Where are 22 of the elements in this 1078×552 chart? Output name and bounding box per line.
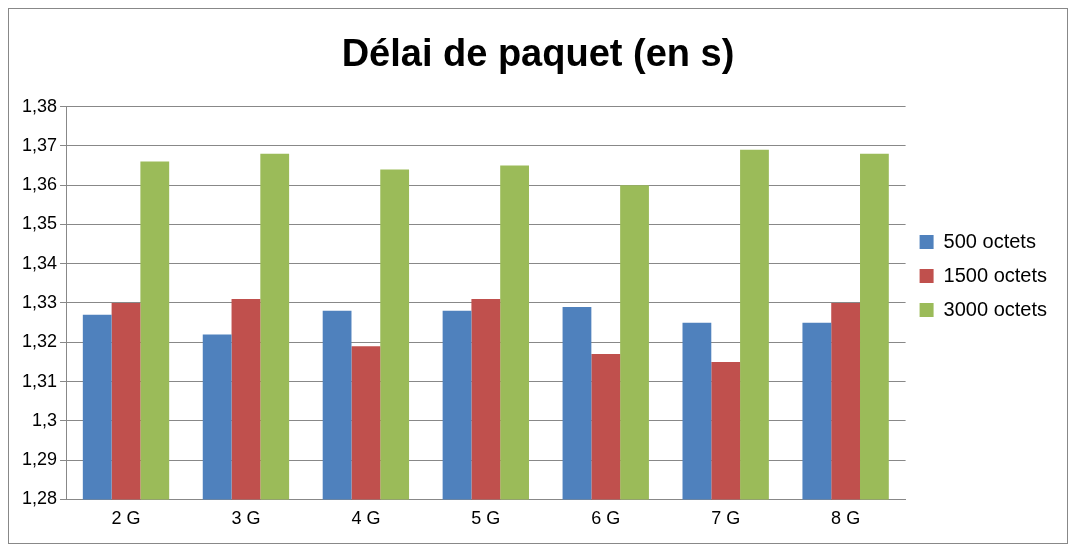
- legend-label: 1500 octets: [943, 263, 1048, 286]
- legend-label: 500 octets: [943, 229, 1036, 252]
- legend-label: 3000 octets: [943, 297, 1048, 320]
- y-tick-label: 1,35: [21, 213, 58, 234]
- x-tick-label: 5 G: [471, 508, 501, 529]
- y-tick-label: 1,28: [21, 488, 58, 509]
- y-tick-label: 1,31: [21, 370, 58, 391]
- y-tick-label: 1,34: [21, 252, 58, 273]
- x-tick-label: 7 G: [711, 508, 741, 529]
- y-tick-label: 1,33: [21, 291, 58, 312]
- x-tick-label: 2 G: [111, 508, 141, 529]
- x-tick-label: 3 G: [231, 508, 261, 529]
- chart-title: Délai de paquet (en s): [341, 32, 735, 75]
- y-tick-label: 1,32: [21, 331, 58, 352]
- y-tick-label: 1,3: [32, 409, 58, 430]
- y-tick-label: 1,36: [21, 174, 58, 195]
- y-tick-label: 1,38: [21, 95, 58, 116]
- x-tick-label: 4 G: [351, 508, 381, 529]
- y-tick-label: 1,29: [21, 449, 58, 470]
- x-tick-label: 6 G: [591, 508, 621, 529]
- x-tick-label: 8 G: [831, 508, 861, 529]
- y-tick-label: 1,37: [21, 134, 58, 155]
